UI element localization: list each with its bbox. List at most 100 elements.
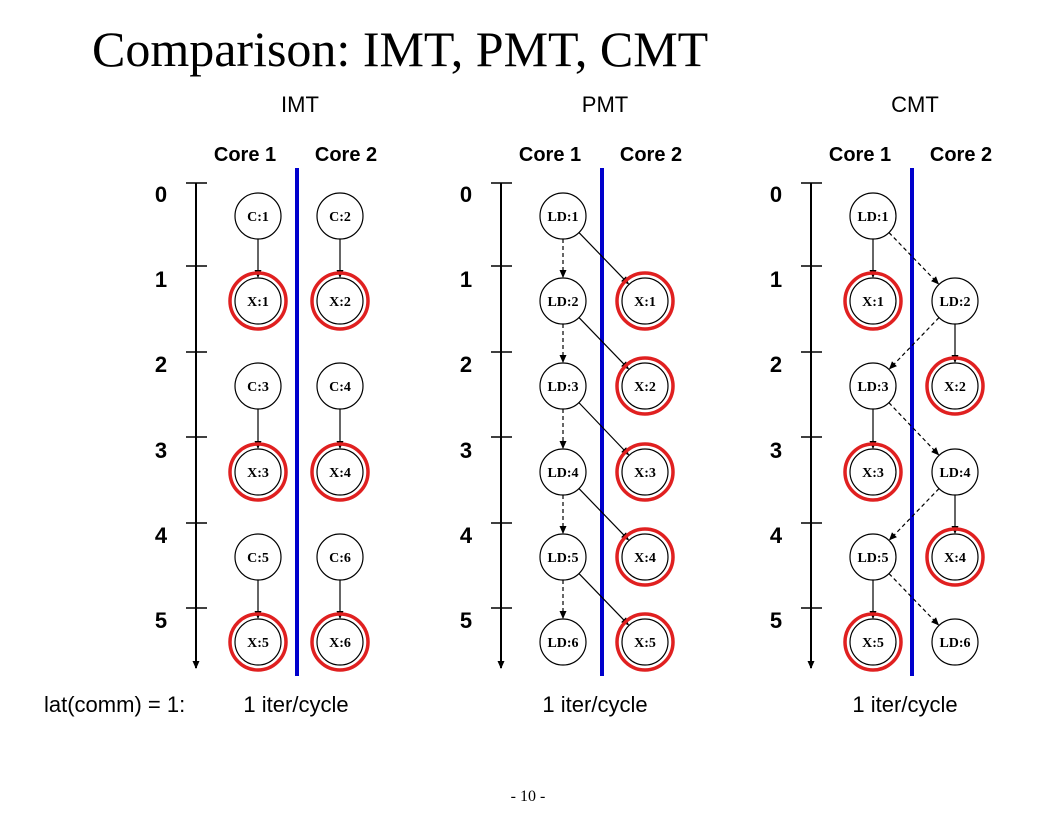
node-x-1: X:1 [843,271,903,331]
node-ld-5: LD:5 [539,533,587,581]
node-highlight-ring [228,271,288,331]
dependency-edge-dashed [888,402,940,456]
node-highlight-ring [228,442,288,502]
node-circle [316,448,364,496]
dependency-edge [578,232,630,285]
node-ld-1: LD:1 [539,192,587,240]
node-ld-2: LD:2 [931,277,979,325]
node-x-6: X:6 [310,612,370,672]
slide-title: Comparison: IMT, PMT, CMT [92,21,709,77]
node-label: X:3 [634,466,656,481]
node-circle [234,533,282,581]
node-circle [539,448,587,496]
cycle-label: 5 [460,608,472,633]
core-label-1: Core 1 [519,144,581,166]
node-circle [931,362,979,410]
node-x-2: X:2 [310,271,370,331]
node-label: LD:4 [547,466,578,481]
node-circle [931,533,979,581]
cycle-label: 0 [460,182,472,207]
node-label: X:3 [862,466,884,481]
node-x-5: X:5 [615,612,675,672]
node-label: C:6 [329,551,351,566]
cycle-label: 2 [770,352,782,377]
node-circle [316,277,364,325]
node-label: X:6 [329,636,351,651]
node-label: LD:2 [939,295,970,310]
node-circle [234,277,282,325]
node-circle [539,533,587,581]
node-circle [849,192,897,240]
cycle-label: 4 [460,523,473,548]
node-circle [621,448,669,496]
node-label: C:5 [247,551,269,566]
node-ld-5: LD:5 [849,533,897,581]
node-ld-6: LD:6 [539,618,587,666]
node-highlight-ring [615,356,675,416]
node-x-1: X:1 [228,271,288,331]
node-ld-3: LD:3 [539,362,587,410]
node-circle [316,618,364,666]
cycle-label: 0 [770,182,782,207]
core-label-1: Core 1 [829,144,891,166]
node-label: X:5 [634,636,656,651]
node-x-5: X:5 [228,612,288,672]
node-label: LD:5 [857,551,888,566]
node-label: X:2 [634,380,656,395]
page-number: - 10 - [510,788,546,805]
node-circle [539,277,587,325]
node-highlight-ring [615,271,675,331]
node-label: X:5 [247,636,269,651]
node-circle [539,362,587,410]
node-circle [234,448,282,496]
cycle-label: 4 [770,523,783,548]
node-label: X:4 [634,551,656,566]
dependency-edge [578,488,630,541]
node-label: X:4 [329,466,351,481]
core-label-1: Core 1 [214,144,276,166]
node-circle [849,362,897,410]
node-x-4: X:4 [615,527,675,587]
dependency-edge [578,402,630,456]
node-x-2: X:2 [615,356,675,416]
node-label: X:3 [247,466,269,481]
node-label: LD:5 [547,551,578,566]
throughput-label: 1 iter/cycle [852,692,957,717]
cycle-label: 4 [155,523,168,548]
throughput-label: 1 iter/cycle [243,692,348,717]
panel-heading: IMT [281,92,319,117]
node-x-2: X:2 [925,356,985,416]
node-label: LD:3 [547,380,578,395]
node-ld-2: LD:2 [539,277,587,325]
node-label: C:1 [247,210,269,225]
node-circle [234,192,282,240]
node-label: X:1 [634,295,656,310]
cycle-label: 5 [770,608,782,633]
node-x-4: X:4 [310,442,370,502]
dependency-edge [578,317,630,370]
node-label: C:2 [329,210,351,225]
node-ld-6: LD:6 [931,618,979,666]
node-highlight-ring [310,442,370,502]
panel-cmt: CMT Core 1 Core 2 0 1 2 3 4 5 LD:1 X:1 LD:2 LD:3 X:2 X… [770,92,992,717]
node-circle [849,618,897,666]
node-circle [931,448,979,496]
node-label: LD:3 [857,380,888,395]
core-label-2: Core 2 [930,144,992,166]
panel-pmt: PMT Core 1 Core 2 0 1 2 3 4 5 LD:1 LD:2 X:1 LD:3 X:2 L… [460,92,682,717]
cycle-label: 5 [155,608,167,633]
cycle-label: 1 [155,267,167,292]
node-x-5: X:5 [843,612,903,672]
node-highlight-ring [310,612,370,672]
node-label: X:1 [862,295,884,310]
panel-imt: IMT Core 1 Core 2 0 1 2 3 4 5 C:1 C:2 X:1 X:2 C:3 C:4 X… [155,92,377,717]
node-circle [849,277,897,325]
node-circle [316,362,364,410]
node-highlight-ring [925,356,985,416]
node-x-3: X:3 [843,442,903,502]
core-label-2: Core 2 [620,144,682,166]
node-highlight-ring [925,527,985,587]
node-highlight-ring [615,612,675,672]
node-circle [234,618,282,666]
